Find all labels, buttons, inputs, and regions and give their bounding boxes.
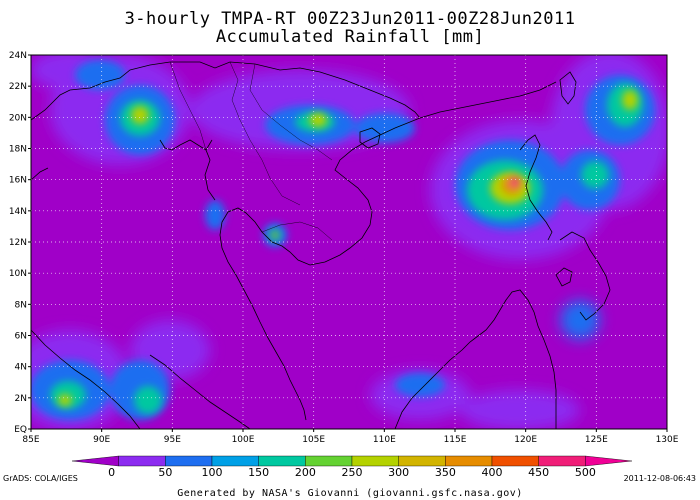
borders [169,61,333,241]
legend-value-label: 0 [108,466,115,479]
legend-swatch [211,455,259,467]
lat-tick-label: 24N [9,51,27,61]
legend-value-label: 400 [482,466,503,479]
legend-swatch [398,455,446,467]
lat-tick-label: 16N [9,176,27,186]
lat-tick-label: 14N [9,207,27,217]
lon-tick-label: 110E [373,435,396,445]
lon-tick-label: 125E [585,435,608,445]
legend-value-label: 150 [248,466,269,479]
lat-tick-label: 8N [15,300,27,310]
legend-swatch [351,455,399,467]
lat-tick-label: 22N [9,82,27,92]
grads-credit: GrADS: COLA/IGES [3,474,78,483]
legend-swatch [491,455,539,467]
legend-value-label: 500 [575,466,596,479]
legend-swatch [538,455,586,467]
lat-tick-label: EQ [14,425,27,435]
lon-tick-label: 130E [656,435,679,445]
legend-swatch [585,455,633,467]
lat-tick-label: 4N [15,363,27,373]
coastlines [31,61,611,429]
longitude-axis: 85E 90E 95E 100E 105E 110E 115E 120E 125E 130E [22,429,679,445]
lon-tick-label: 100E [232,435,255,445]
lon-tick-label: 95E [164,435,181,445]
map-subtitle: Accumulated Rainfall [mm] [215,27,485,47]
lon-tick-label: 105E [302,435,325,445]
legend-swatch [165,455,213,467]
legend-value-label: 250 [342,466,363,479]
lat-tick-label: 2N [15,394,27,404]
lon-tick-label: 85E [22,435,39,445]
generation-date: 2011-12-08-06:43 [623,474,696,483]
legend-value-label: 450 [528,466,549,479]
lat-tick-label: 12N [9,238,27,248]
legend-swatch [258,455,306,467]
legend-value-label: 200 [295,466,316,479]
legend-value-label: 100 [202,466,223,479]
lat-tick-label: 10N [9,269,27,279]
lat-tick-label: 20N [9,113,27,123]
legend-value-label: 300 [388,466,409,479]
footer-credit: Generated by NASA's Giovanni (giovanni.g… [177,488,523,499]
lon-tick-label: 90E [93,435,110,445]
legend-swatch [118,455,166,467]
legend-value-label: 50 [158,466,172,479]
legend-value-label: 350 [435,466,456,479]
lat-tick-label: 18N [9,145,27,155]
lat-tick-label: 6N [15,332,27,342]
latitude-axis: EQ 2N 4N 6N 8N 10N 12N 14N 16N 18N 20N 22N 24N [9,51,31,435]
legend-swatch [305,455,353,467]
color-legend: 0 50 100 150 200 250 300 350 400 450 500 [71,455,633,479]
legend-swatch [71,455,119,467]
lon-tick-label: 120E [514,435,537,445]
legend-swatch [445,455,493,467]
map-title: 3-hourly TMPA-RT 00Z23Jun2011-00Z28Jun20… [124,9,576,29]
lon-tick-label: 115E [444,435,467,445]
